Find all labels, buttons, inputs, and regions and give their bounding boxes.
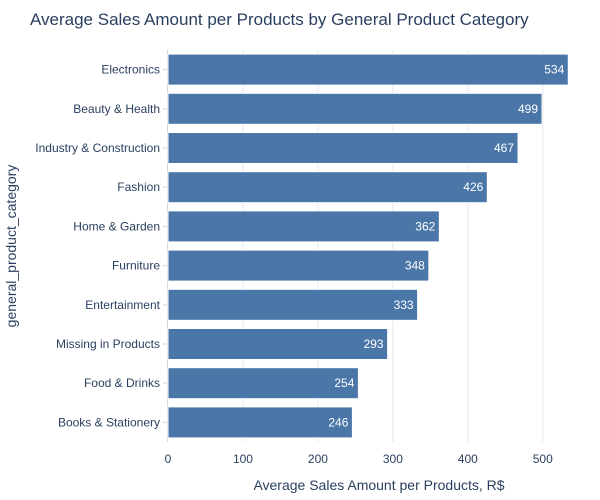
y-tick-label: Furniture	[112, 259, 160, 273]
bar-layer	[167, 53, 569, 439]
bar-value-label: 534	[544, 63, 564, 77]
bar	[167, 171, 488, 204]
axis-layer: 0 100 200 300 400 500	[163, 50, 553, 466]
x-tick-label: 400	[458, 452, 478, 466]
bar-value-label: 246	[328, 415, 348, 429]
bar-value-label: 293	[364, 337, 384, 351]
label-layer: Electronics 534 Beauty & Health 499 Industry…	[35, 63, 564, 430]
y-tick-label: Food & Drinks	[84, 376, 160, 390]
bar	[167, 92, 543, 125]
bar	[167, 288, 419, 321]
y-tick-label: Industry & Construction	[35, 141, 160, 155]
bar	[167, 328, 389, 360]
bar	[167, 406, 353, 439]
bar-value-label: 348	[405, 259, 425, 273]
x-tick-label: 200	[308, 452, 328, 466]
y-axis-title: general_product_category	[3, 165, 19, 328]
bar-value-label: 467	[494, 141, 514, 155]
bar-value-label: 333	[394, 298, 414, 312]
bar-value-label: 362	[415, 219, 435, 233]
y-tick-label: Electronics	[101, 63, 160, 77]
x-tick-label: 0	[165, 452, 172, 466]
y-tick-label: Books & Stationery	[58, 415, 160, 429]
chart-title: Average Sales Amount per Products by Gen…	[30, 10, 529, 29]
bar	[167, 249, 430, 282]
x-tick-label: 300	[383, 452, 403, 466]
y-tick-label: Missing in Products	[56, 337, 160, 351]
bar-value-label: 426	[463, 180, 483, 194]
x-tick-label: 500	[533, 452, 553, 466]
bar-value-label: 499	[518, 102, 538, 116]
bar	[167, 132, 519, 164]
x-axis-title: Average Sales Amount per Products, R$	[253, 477, 504, 493]
y-tick-label: Entertainment	[85, 298, 160, 312]
bar-value-label: 254	[334, 376, 354, 390]
bar	[167, 367, 359, 400]
x-tick-label: 100	[233, 452, 253, 466]
y-tick-label: Home & Garden	[73, 219, 160, 233]
bar	[167, 210, 440, 243]
bar	[167, 53, 569, 86]
y-tick-label: Fashion	[117, 180, 160, 194]
y-tick-label: Beauty & Health	[73, 102, 160, 116]
